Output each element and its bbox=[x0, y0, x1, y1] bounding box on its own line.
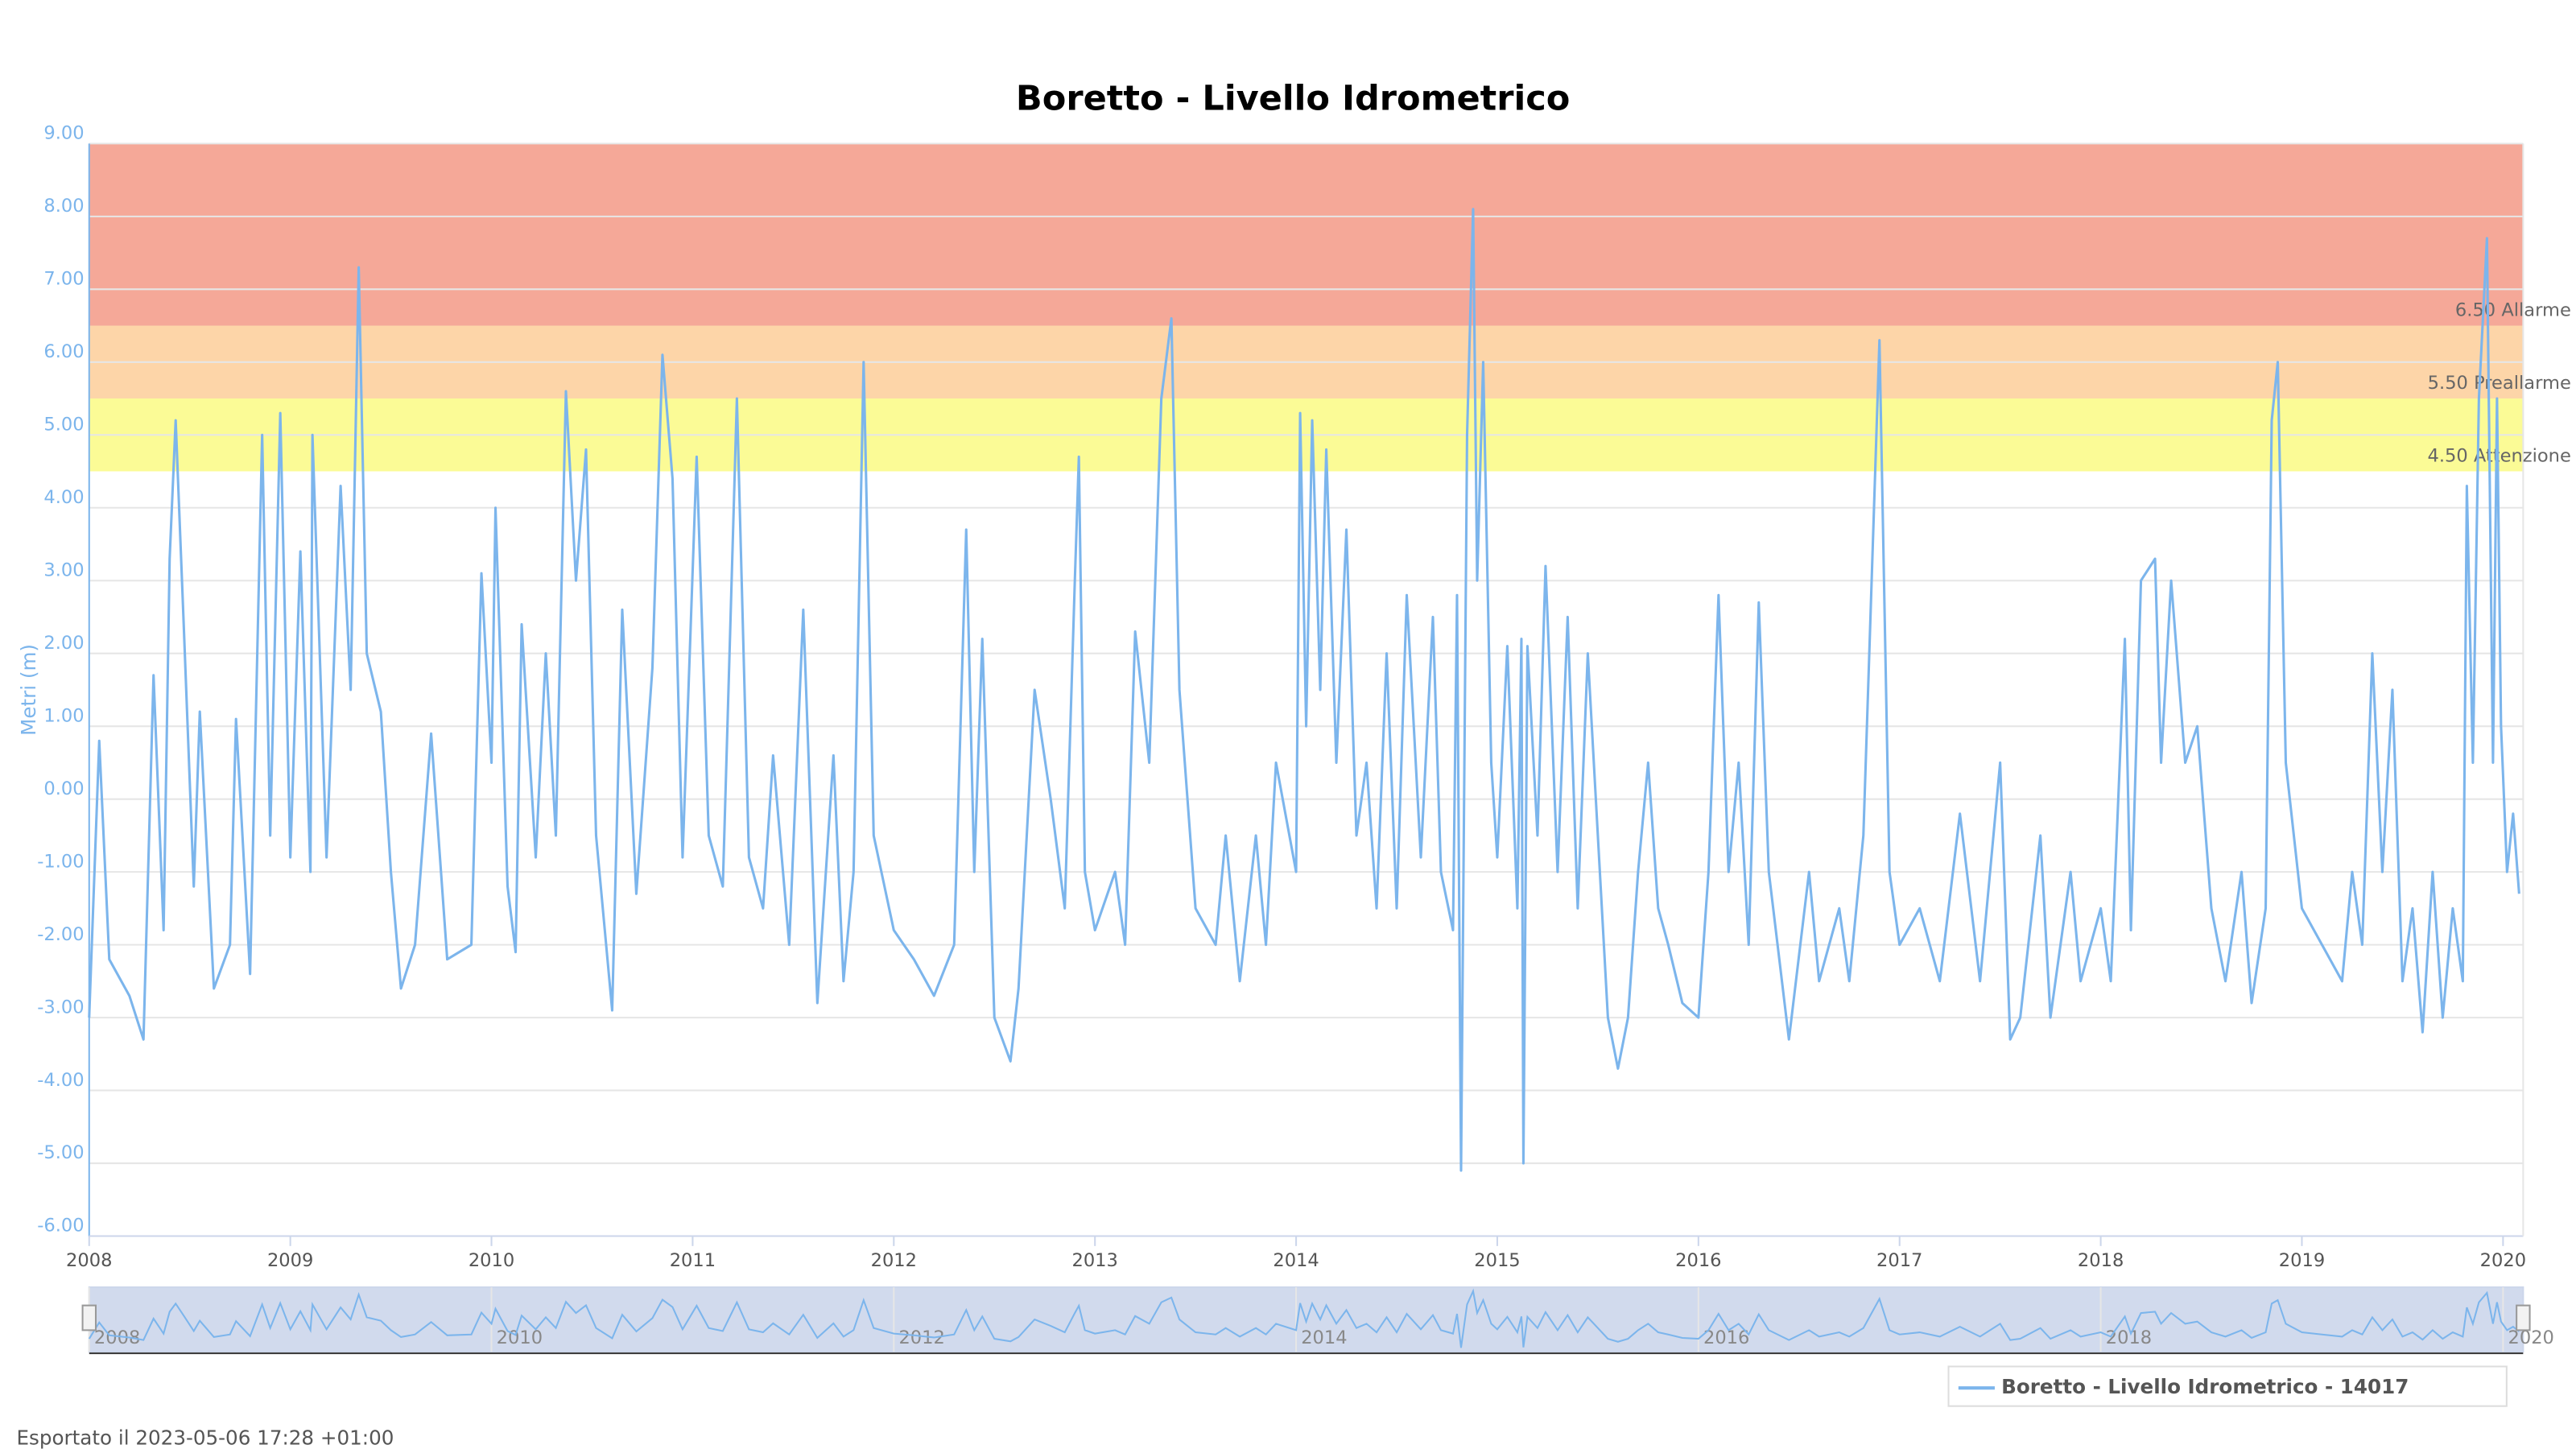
chart-title: Boretto - Livello Idrometrico bbox=[1016, 79, 1570, 119]
navigator-handle[interactable] bbox=[81, 1304, 97, 1331]
y-tick-label: 3.00 bbox=[43, 559, 84, 580]
x-tick-label: 2016 bbox=[1675, 1250, 1721, 1271]
threshold-label: 4.50 Attenzione bbox=[2427, 446, 2570, 467]
x-tick-label: 2015 bbox=[1474, 1250, 1520, 1271]
y-axis-label: Metri (m) bbox=[17, 644, 40, 736]
x-tick-label: 2009 bbox=[267, 1250, 313, 1271]
navigator-tick-label: 2010 bbox=[497, 1327, 543, 1348]
x-tick-label: 2020 bbox=[2480, 1250, 2526, 1271]
legend-box bbox=[1947, 1365, 2508, 1407]
x-tick-label: 2008 bbox=[66, 1250, 112, 1271]
threshold-label: 6.50 Allarme bbox=[2455, 300, 2571, 321]
y-tick-label: 8.00 bbox=[43, 196, 84, 217]
x-tick-label: 2014 bbox=[1273, 1250, 1319, 1271]
navigator-line bbox=[88, 1288, 2520, 1348]
y-tick-label: 1.00 bbox=[43, 705, 84, 726]
x-tick-label: 2018 bbox=[2078, 1250, 2124, 1271]
y-tick-label: 5.00 bbox=[43, 414, 84, 435]
y-tick-label: -6.00 bbox=[37, 1216, 84, 1236]
legend-entry[interactable]: Boretto - Livello Idrometrico - 14017 bbox=[2001, 1375, 2409, 1398]
x-tick-label: 2010 bbox=[469, 1250, 514, 1271]
navigator-tick-label: 2020 bbox=[2508, 1327, 2554, 1348]
y-tick-label: 4.00 bbox=[43, 487, 84, 508]
x-tick-label: 2012 bbox=[871, 1250, 917, 1271]
x-tick-label: 2017 bbox=[1876, 1250, 1922, 1271]
navigator-tick-label: 2018 bbox=[2106, 1327, 2152, 1348]
data-line bbox=[88, 208, 2520, 1172]
y-tick-label: 2.00 bbox=[43, 633, 84, 654]
navigator-tick-label: 2012 bbox=[898, 1327, 944, 1348]
x-tick-label: 2013 bbox=[1071, 1250, 1117, 1271]
y-tick-label: -1.00 bbox=[37, 851, 84, 872]
y-tick-label: 6.00 bbox=[43, 341, 84, 362]
y-tick-label: 0.00 bbox=[43, 778, 84, 799]
threshold-band bbox=[89, 143, 2524, 326]
x-tick-label: 2019 bbox=[2279, 1250, 2325, 1271]
navigator-handle[interactable] bbox=[2516, 1304, 2531, 1331]
y-tick-label: 7.00 bbox=[43, 269, 84, 290]
footer: Esportato il 2023-05-06 17:28 +01:00 bbox=[17, 1426, 394, 1449]
threshold-label: 5.50 Preallarme bbox=[2428, 373, 2571, 394]
y-tick-label: -4.00 bbox=[37, 1070, 84, 1091]
navigator-tick-label: 2014 bbox=[1301, 1327, 1347, 1348]
y-tick-label: -3.00 bbox=[37, 997, 84, 1018]
y-tick-label: -5.00 bbox=[37, 1142, 84, 1163]
y-tick-label: 9.00 bbox=[43, 123, 84, 144]
x-tick-label: 2011 bbox=[670, 1250, 716, 1271]
y-tick-label: -2.00 bbox=[37, 924, 84, 945]
navigator-tick-label: 2016 bbox=[1703, 1327, 1749, 1348]
